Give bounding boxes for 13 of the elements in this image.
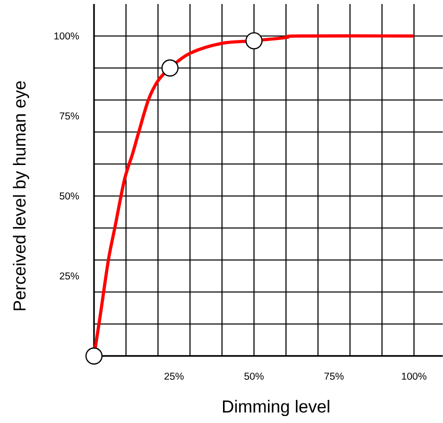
x-axis-title: Dimming level [223,400,330,416]
y-axis-title: Perceived level by human eye [12,81,30,310]
point [161,59,179,77]
y-tick-label: 25% [60,272,79,280]
y-tick-label: 50% [60,192,79,200]
x-tick-label: 50% [244,372,264,380]
x-tick-label: 100% [402,372,426,380]
y-tick-label: 100% [54,32,79,40]
point [245,32,263,50]
y-tick-label: 75% [60,112,79,120]
x-tick-label: 75% [324,372,344,380]
x-tick-label: 25% [164,372,184,380]
point [85,347,103,365]
